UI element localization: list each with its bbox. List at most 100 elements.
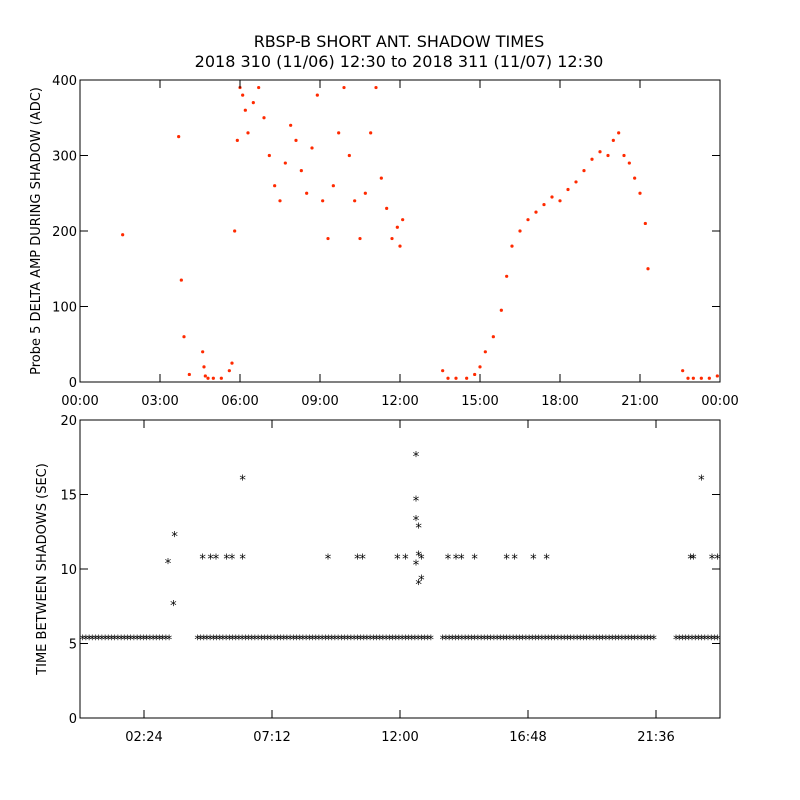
baseline-point: * [316, 632, 322, 646]
baseline-point: * [153, 632, 159, 646]
baseline-point: * [679, 632, 685, 646]
bottom-y-tick-label: 20 [60, 414, 77, 429]
baseline-point: * [510, 632, 516, 646]
data-point [179, 278, 183, 282]
data-point [606, 153, 610, 158]
data-point [289, 123, 293, 127]
baseline-point: * [374, 632, 380, 646]
data-point [358, 236, 362, 241]
data-point [483, 350, 487, 354]
bottom-data-points: **** ** **** * ** * *********** ** * * * * **** ** [165, 450, 721, 614]
data-point [473, 372, 477, 377]
data-point [446, 376, 450, 380]
data-point: * [698, 474, 705, 489]
data-point [369, 131, 373, 135]
data-point [542, 202, 546, 207]
baseline-point: * [217, 632, 223, 646]
baseline-point: * [156, 632, 162, 646]
top-x-tick-label: 06:00 [221, 394, 258, 409]
baseline-point: * [370, 632, 376, 646]
baseline-point: * [708, 632, 714, 646]
baseline-point: * [513, 632, 519, 646]
data-point: * [413, 494, 420, 509]
baseline-point: * [462, 632, 468, 646]
data-point [121, 233, 125, 237]
baseline-point: * [648, 632, 654, 646]
baseline-point: * [258, 632, 264, 646]
bottom-y-tick-label: 10 [60, 563, 77, 578]
baseline-point: * [102, 632, 108, 646]
baseline-point: * [290, 632, 296, 646]
data-point: * [223, 553, 230, 568]
data-point [342, 85, 346, 90]
data-point [643, 221, 647, 226]
data-point: * [359, 553, 366, 568]
baseline-point: * [705, 632, 711, 646]
baseline-point: * [223, 632, 229, 646]
data-point: * [325, 553, 332, 568]
data-point: * [229, 553, 236, 568]
baseline-point: * [692, 632, 698, 646]
data-point: * [709, 553, 716, 568]
baseline-point: * [612, 632, 618, 646]
baseline-point: * [335, 632, 341, 646]
baseline-point: * [239, 632, 245, 646]
baseline-point: * [571, 632, 577, 646]
data-point [337, 131, 341, 135]
baseline-point: * [313, 632, 319, 646]
baseline-point: * [606, 632, 612, 646]
baseline-point: * [425, 632, 431, 646]
baseline-point: * [440, 632, 446, 646]
data-point [505, 274, 509, 278]
baseline-point: * [475, 632, 481, 646]
baseline-point: * [711, 632, 717, 646]
bottom-y-axis-title: TIME BETWEEN SHADOWS (SEC) [35, 463, 50, 676]
baseline-point: * [532, 632, 538, 646]
data-point [691, 376, 695, 380]
data-point [177, 135, 181, 139]
data-point [526, 218, 530, 222]
data-point: * [413, 450, 420, 465]
baseline-point: * [443, 632, 449, 646]
top-y-tick-label: 400 [52, 74, 77, 89]
data-point: * [394, 553, 401, 568]
baseline-point: * [294, 632, 300, 646]
baseline-point: * [468, 632, 474, 646]
baseline-point: * [322, 632, 328, 646]
data-point [465, 376, 469, 380]
data-point: * [690, 553, 697, 568]
data-point [499, 308, 503, 312]
baseline-point: * [472, 632, 478, 646]
baseline-point: * [676, 632, 682, 646]
bottom-y-tick-label: 5 [69, 638, 77, 653]
baseline-point: * [488, 632, 494, 646]
baseline-point: * [593, 632, 599, 646]
data-point [646, 267, 650, 271]
baseline-point: * [377, 632, 383, 646]
data-point [590, 157, 594, 161]
data-point: * [171, 530, 178, 545]
data-point: * [503, 553, 510, 568]
bottom-y-axis: 0 5 10 15 20 [60, 414, 720, 727]
baseline-point: * [497, 632, 503, 646]
baseline-point: * [338, 632, 344, 646]
bottom-y-tick-label: 0 [69, 712, 77, 727]
baseline-point: * [326, 632, 332, 646]
baseline-point: * [278, 632, 284, 646]
shadow-amplitude-panel: 00:00 03:00 06:00 09:00 12:00 15:00 18:00 21:00… [29, 74, 739, 409]
baseline-point: * [545, 632, 551, 646]
data-point [347, 153, 351, 158]
top-x-tick-label: 18:00 [541, 394, 578, 409]
data-point [518, 229, 522, 233]
baseline-point: * [380, 632, 386, 646]
data-point [305, 191, 309, 195]
baseline-point: * [80, 632, 86, 646]
baseline-point: * [619, 632, 625, 646]
bottom-x-tick-label: 21:36 [637, 730, 674, 745]
data-point [201, 350, 205, 354]
baseline-point: * [651, 632, 657, 646]
data-point [633, 176, 637, 180]
baseline-point: * [99, 632, 105, 646]
data-point [251, 101, 255, 105]
